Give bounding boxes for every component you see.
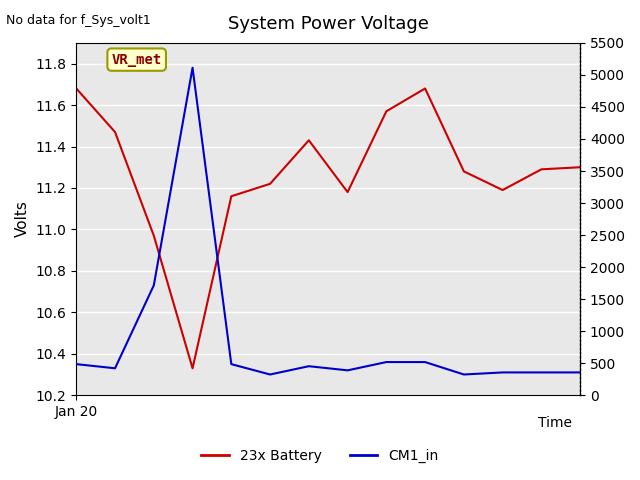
Legend: 23x Battery, CM1_in: 23x Battery, CM1_in bbox=[196, 443, 444, 468]
Y-axis label: Volts: Volts bbox=[15, 201, 30, 238]
X-axis label: Time: Time bbox=[538, 416, 572, 431]
Title: System Power Voltage: System Power Voltage bbox=[228, 15, 429, 33]
Text: No data for f_Sys_volt1: No data for f_Sys_volt1 bbox=[6, 14, 151, 27]
Text: VR_met: VR_met bbox=[111, 53, 162, 67]
